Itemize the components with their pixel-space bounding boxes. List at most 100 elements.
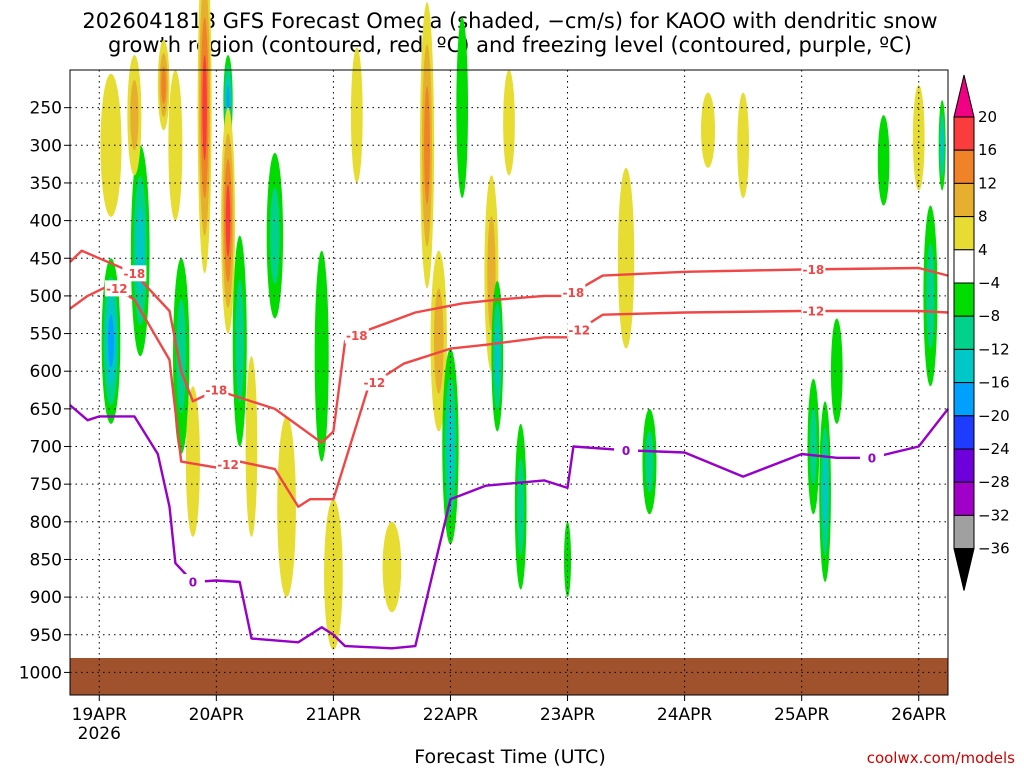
colorbar-label: 16 [978,141,997,159]
y-tick-label: 800 [30,513,62,533]
colorbar-bin [953,149,975,184]
colorbar: 20 16 12 8 4 −4 −8 −12 −16 −20 −24 −28 −32 −36 [953,74,1010,591]
colorbar-bin [953,415,975,450]
y-tick-label: 1000 [19,663,62,683]
contour-freezing_0 [69,404,949,650]
omega-blob [225,184,231,257]
colorbar-bin [953,315,975,350]
contour-label: -18 [124,267,146,281]
y-tick-label: 350 [30,174,62,194]
colorbar-label: −4 [978,274,1000,292]
contour-label-bg [801,261,826,278]
contour-label: 0 [868,451,876,465]
contour-label-bg [614,442,639,459]
omega-blob [100,73,122,217]
colorbar-label: 8 [978,208,988,226]
contour-label-bg [104,280,129,297]
omega-blob [822,454,828,529]
y-tick-label: 850 [30,550,62,570]
y-tick-label: 950 [30,626,62,646]
y-tick-label: 600 [30,362,62,382]
contour-label: 0 [622,444,630,458]
contour-label: -18 [803,263,825,277]
omega-blob [503,70,515,176]
x-tick-label: 25APR [774,705,830,725]
x-tick-year: 2026 [78,724,121,744]
credit-text: coolwx.com/models [867,749,1015,767]
x-tick-label: 21APR [306,705,362,725]
x-tick-label: 20APR [189,705,245,725]
x-tick-label: 23APR [540,705,596,725]
colorbar-label: 20 [978,108,997,126]
contour-label: -12 [106,282,128,296]
omega-blob [700,92,716,168]
colorbar-bin [953,282,975,317]
y-tick-label: 900 [30,588,62,608]
colorbar-label: −16 [978,374,1010,392]
contour-label-bg [561,284,586,301]
contour-label: -12 [364,376,386,390]
y-tick-label: 400 [30,212,62,232]
colorbar-label: −20 [978,407,1010,425]
omega-blob [645,430,654,493]
contour-label-bg [362,374,387,391]
contour-label: -18 [563,286,585,300]
omega-blob [926,243,935,349]
colorbar-bin [953,514,975,550]
contour-label: -18 [346,329,368,343]
y-tick-label: 650 [30,400,62,420]
colorbar-bin [953,116,975,151]
omega-blob [517,458,525,556]
colorbar-bin [953,216,975,251]
omega-blob [564,521,572,598]
omega-blob [494,325,500,388]
x-tick-label: 22APR [423,705,479,725]
omega-blob [737,92,749,199]
plot-frame [69,69,949,696]
contour-dgz_warm_-12 [69,283,949,508]
x-tick-label: 24APR [657,705,713,725]
omega-blob [382,521,402,613]
omega-blob [456,17,469,199]
contour-label-bg [344,327,369,344]
contour-label-bg [859,449,884,466]
colorbar-label: −12 [978,340,1010,358]
colorbar-label: 12 [978,174,997,192]
y-tick-label: 450 [30,249,62,269]
omega-shading [100,0,946,650]
colorbar-top-arrow [953,74,975,118]
contour-label: -18 [205,384,227,398]
contour-label-bg [216,456,241,473]
contour-label: -12 [568,323,590,337]
y-tick-label: 500 [30,287,62,307]
omega-blob [176,299,186,414]
omega-blob [830,318,843,424]
omega-blob [912,85,925,191]
colorbar-label: −32 [978,506,1010,524]
colorbar-label: −24 [978,440,1010,458]
omega-blob [130,80,139,151]
colorbar-label: −8 [978,307,1000,325]
omega-blob [350,47,363,183]
omega-blob [324,499,343,650]
omega-blob [314,250,329,462]
contour-label-bg [567,321,592,338]
omega-blob [185,386,200,537]
omega-blob [433,288,444,394]
colorbar-bin [953,249,975,284]
contour-label: 0 [189,576,197,590]
omega-blob [940,126,944,164]
contour-label: -12 [217,458,239,472]
chart-title-line1: 2026041818 GFS Forecast Omega (shaded, −… [82,9,937,33]
chart-title-line2: growth region (contoured, red, ºC) and f… [108,33,912,57]
omega-blob [235,279,244,403]
colorbar-label: −36 [978,540,1010,558]
colorbar-bin [953,448,975,483]
contour-label-bg [180,574,205,591]
terrain-fill [70,658,948,695]
x-axis-label: Forecast Time (UTC) [414,746,605,768]
colorbar-label: −28 [978,473,1010,491]
